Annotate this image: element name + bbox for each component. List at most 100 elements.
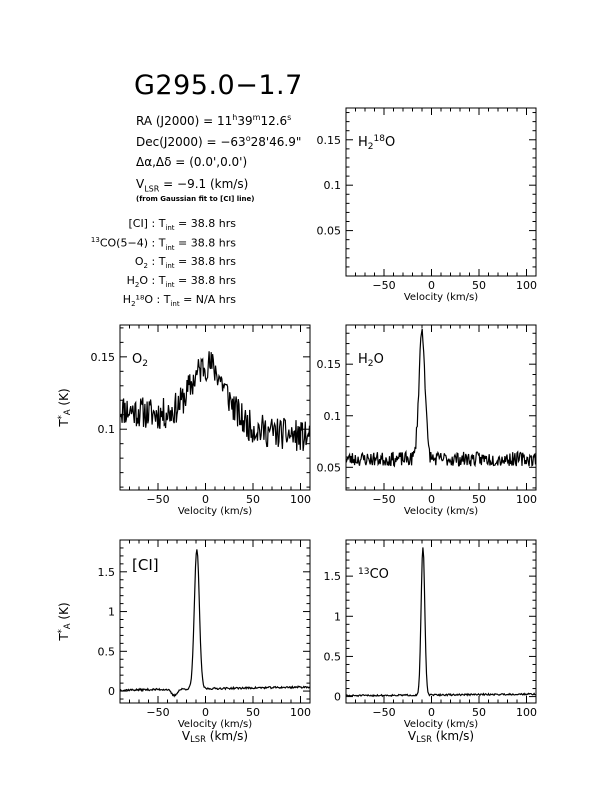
separator: : xyxy=(153,293,164,306)
vlsr-sub: LSR xyxy=(144,184,160,194)
x-tick-label: 0 xyxy=(428,706,435,719)
tint-label: T xyxy=(163,293,171,306)
x-tick-label: −50 xyxy=(146,706,169,719)
x-axis-label: Velocity (km/s) xyxy=(178,506,252,517)
tint-sub: int xyxy=(165,243,175,252)
separator: : xyxy=(147,274,159,287)
vlsr-prefix: V xyxy=(136,177,145,191)
offset-value: (0.0',0.0') xyxy=(189,155,248,169)
integration-time-row: [CI] : Tint = 38.8 hrs xyxy=(86,217,236,232)
y-tick-label: 1 xyxy=(334,610,341,623)
y-tick-label: 0.1 xyxy=(324,410,342,423)
x-axis-label: Velocity (km/s) xyxy=(178,719,252,730)
spectrum-line xyxy=(345,547,536,698)
x-tick-label: 100 xyxy=(290,706,311,719)
integration-time-row: O2 : Tint = 38.8 hrs xyxy=(86,255,236,270)
ra-minutes: 39 xyxy=(237,114,253,128)
x-tick-label: 0 xyxy=(428,493,435,506)
spectrum-line xyxy=(119,351,311,451)
y-tick-label: 0.1 xyxy=(98,423,116,436)
ra-seconds: 12.6 xyxy=(260,114,288,128)
tint-value: = 38.8 hrs xyxy=(174,217,236,230)
ra-line: RA (J2000) = 11h39m12.6s xyxy=(136,113,292,128)
x-axis-label: Velocity (km/s) xyxy=(404,506,478,517)
species-name: O xyxy=(134,255,144,268)
x-tick-label: 0 xyxy=(202,493,209,506)
y-tick-label: 0 xyxy=(108,685,115,698)
y-tick-label: 0.5 xyxy=(324,650,342,663)
tint-value: = 38.8 hrs xyxy=(174,274,236,287)
spectrum-panel-H2O: −50 0 50 100 0.05 0.1 0.15 Velocity (km/s) H2O xyxy=(317,324,537,517)
y-tick-label: 1 xyxy=(108,606,115,619)
y-tick-label: 0.15 xyxy=(317,358,342,371)
x-tick-label: −50 xyxy=(146,493,169,506)
spectrum-panel-CI: −50 0 50 100 0 0.5 1 1.5 Velocity (km/s)VLSR (km… xyxy=(56,539,311,744)
y-axis-label: T*A (K) xyxy=(56,602,72,641)
x-tick-label: 50 xyxy=(246,493,260,506)
tint-label: T xyxy=(158,236,166,250)
x-tick-label: 50 xyxy=(246,706,260,719)
species-name: H xyxy=(122,293,132,306)
x-tick-label: −50 xyxy=(372,493,395,506)
tint-sub: int xyxy=(165,262,175,271)
panel-label: [CI] xyxy=(132,556,159,574)
vlsr-value: = −9.1 (km/s) xyxy=(163,177,249,191)
y-tick-label: 0.5 xyxy=(98,645,116,658)
species-subscript: 2 xyxy=(134,281,140,290)
vlsr-line: VLSR = −9.1 (km/s) xyxy=(136,177,248,193)
plot-frame xyxy=(345,324,537,491)
panel-label: 13CO xyxy=(358,567,389,582)
x-axis-label-vlsr: VLSR (km/s) xyxy=(408,729,474,744)
y-tick-label: 0.15 xyxy=(317,134,342,147)
x-tick-label: 0 xyxy=(428,279,435,292)
dec-rest: 28'46.9" xyxy=(250,135,302,149)
separator: : xyxy=(147,255,159,268)
x-tick-label: 100 xyxy=(516,493,537,506)
species-subscript: 2 xyxy=(143,262,148,271)
separator: : xyxy=(147,236,159,250)
y-tick-label: 1.5 xyxy=(324,570,342,583)
y-tick-label: 0.1 xyxy=(324,179,342,192)
tint-label: T xyxy=(158,255,166,268)
x-tick-label: −50 xyxy=(372,706,395,719)
integration-time-row: 13CO(5−4) : Tint = 38.8 hrs xyxy=(86,236,236,252)
dec-label: Dec(J2000) = xyxy=(136,135,217,149)
tint-value: = 38.8 hrs xyxy=(174,236,236,250)
spectrum-panel-13CO: −50 0 50 100 0 0.5 1 1.5 Velocity (km/s)VLSR (km… xyxy=(324,539,537,744)
plot-frame xyxy=(345,539,537,704)
tint-value: = N/A hrs xyxy=(179,293,236,306)
tint-sub: int xyxy=(165,281,175,290)
tint-value: = 38.8 hrs xyxy=(174,255,236,268)
species-subscript: 2 xyxy=(131,300,136,309)
offset-line: Δα,Δδ = (0.0',0.0') xyxy=(136,155,247,169)
x-tick-label: 50 xyxy=(472,706,486,719)
y-tick-label: 0.05 xyxy=(317,225,342,238)
panel-label: H2O xyxy=(358,352,384,369)
x-tick-label: 100 xyxy=(290,493,311,506)
integration-time-row: H2O : Tint = 38.8 hrs xyxy=(86,274,236,289)
x-tick-label: −50 xyxy=(372,279,395,292)
y-axis-label: T*A (K) xyxy=(56,388,72,427)
species-name: H xyxy=(126,274,135,287)
tint-label: T xyxy=(158,274,166,287)
separator: : xyxy=(147,217,159,230)
tint-label: T xyxy=(158,217,166,230)
offset-label: Δα,Δδ = xyxy=(136,155,186,169)
x-axis-label: Velocity (km/s) xyxy=(404,292,478,303)
species-isotope: 13 xyxy=(90,236,100,244)
panel-label: H218O xyxy=(358,134,395,152)
x-tick-label: 100 xyxy=(516,279,537,292)
x-axis-label: Velocity (km/s) xyxy=(404,719,478,730)
ra-label: RA (J2000) = xyxy=(136,114,214,128)
ra-hours: 11 xyxy=(217,114,233,128)
x-tick-label: 50 xyxy=(472,279,486,292)
dec-line: Dec(J2000) = −63o28'46.9" xyxy=(136,134,302,149)
x-tick-label: 50 xyxy=(472,493,486,506)
species-name: CO(5−4) xyxy=(99,236,148,250)
spectrum-line xyxy=(119,549,311,698)
y-tick-label: 0.05 xyxy=(317,461,342,474)
x-tick-label: 0 xyxy=(202,706,209,719)
page-title: G295.0−1.7 xyxy=(134,70,303,101)
y-tick-label: 0.15 xyxy=(91,351,116,364)
